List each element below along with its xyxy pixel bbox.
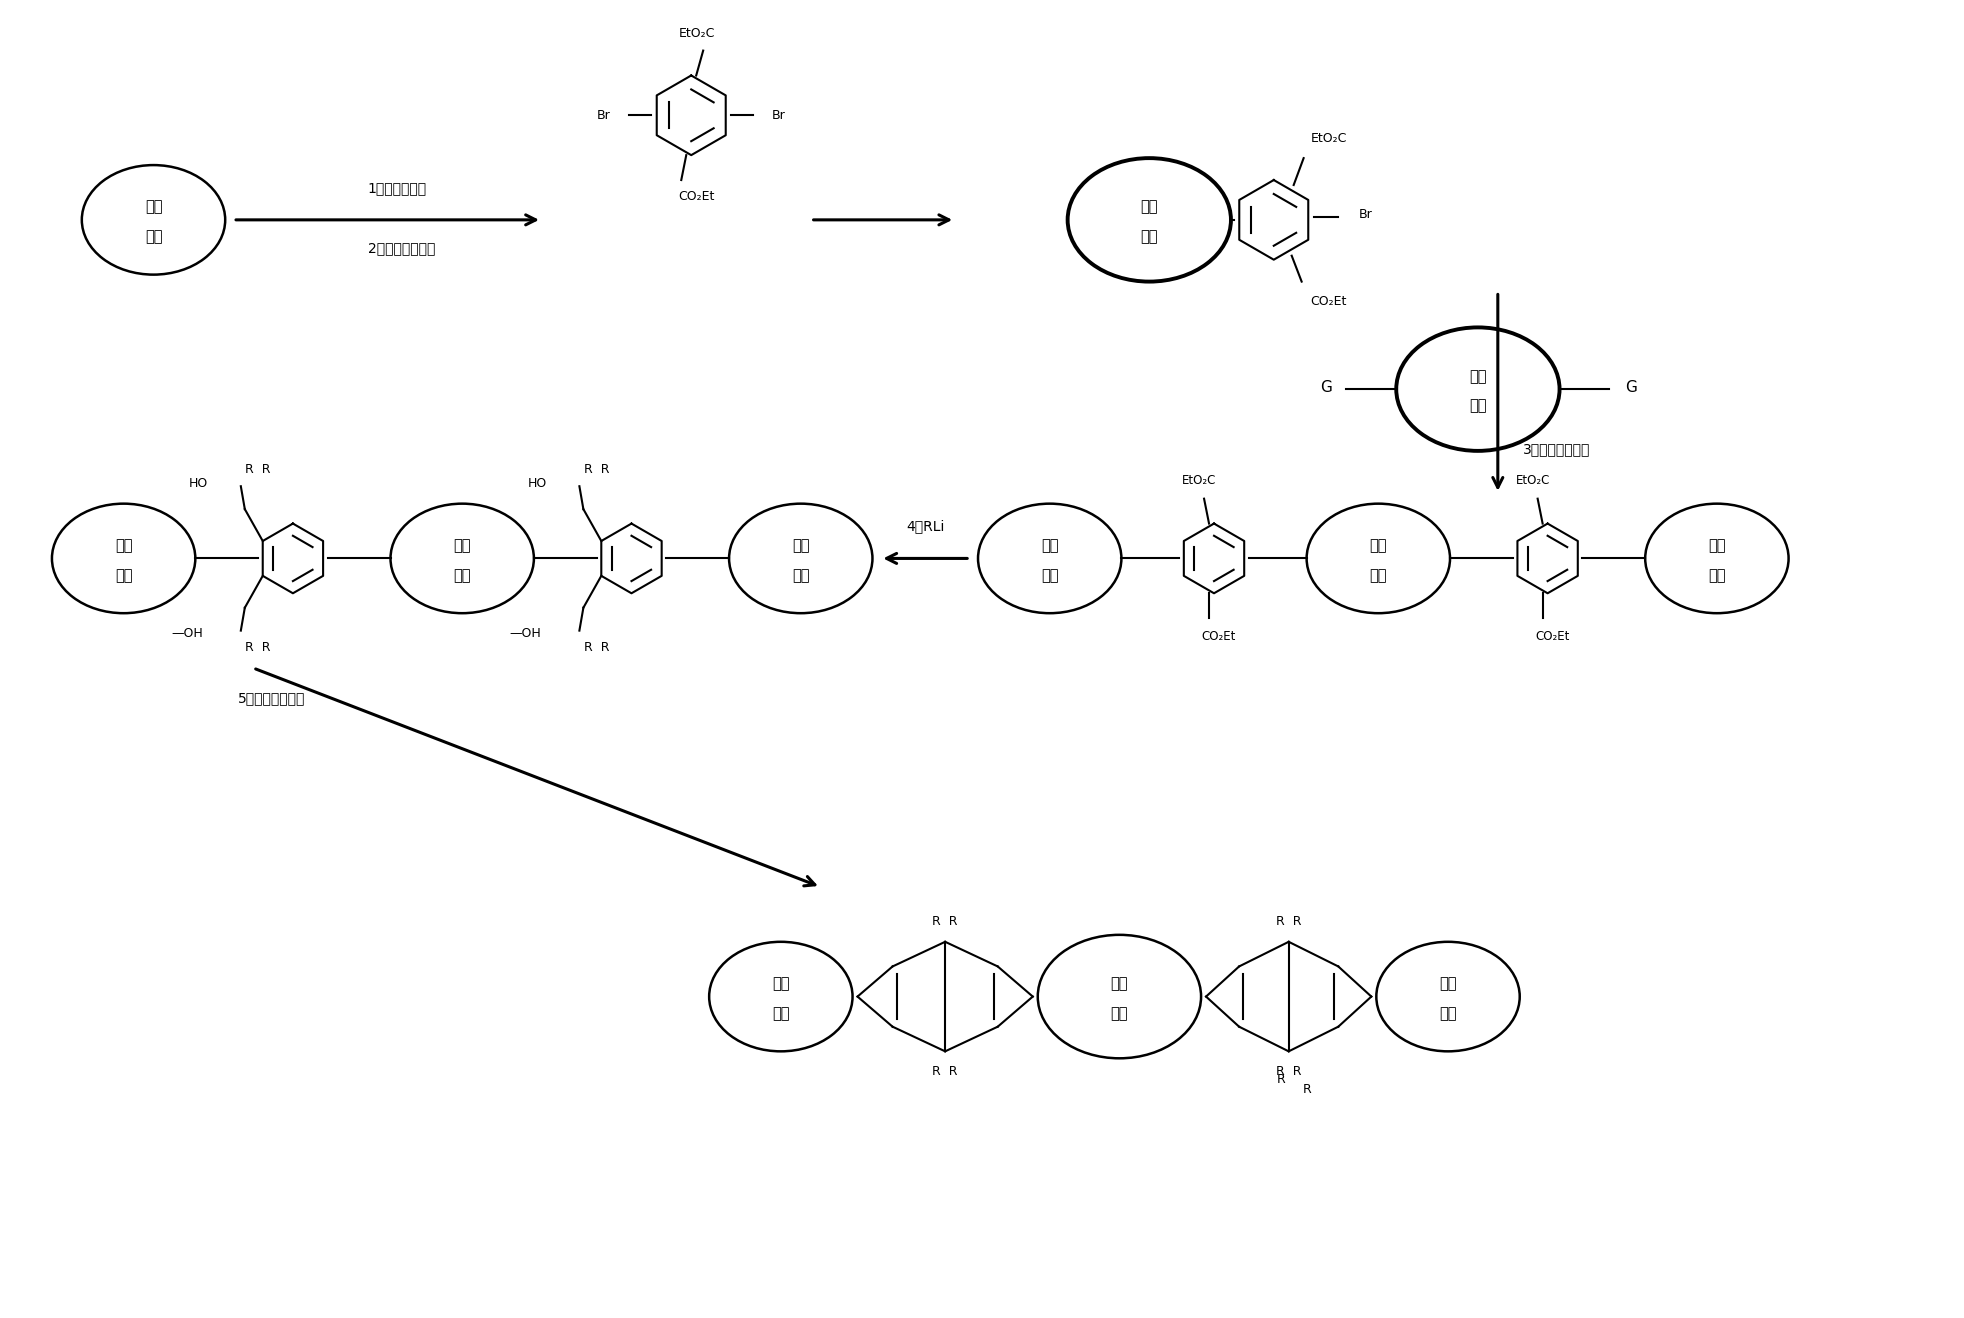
Text: R  R: R R — [933, 1065, 958, 1078]
Text: 末端: 末端 — [1440, 977, 1457, 991]
Text: R  R: R R — [933, 916, 958, 928]
Text: EtO₂C: EtO₂C — [1182, 474, 1216, 488]
Text: R  R: R R — [246, 463, 271, 476]
Text: Br: Br — [1359, 208, 1373, 221]
Text: 芳环: 芳环 — [114, 568, 132, 583]
Text: 芳环: 芳环 — [454, 568, 471, 583]
Text: R  R: R R — [583, 463, 609, 476]
Text: 中间: 中间 — [1112, 977, 1127, 991]
Text: 芳环: 芳环 — [1469, 398, 1487, 414]
Text: 末端: 末端 — [114, 538, 132, 554]
Text: 3）双重交叉偶联: 3）双重交叉偶联 — [1522, 442, 1591, 456]
Text: EtO₂C: EtO₂C — [1516, 474, 1550, 488]
Text: R  R: R R — [1277, 1065, 1302, 1078]
Text: 2）单重交叉偶联: 2）单重交叉偶联 — [367, 241, 434, 254]
Text: 中间: 中间 — [1369, 538, 1387, 554]
Text: 中间: 中间 — [1469, 369, 1487, 384]
Text: CO₂Et: CO₂Et — [1310, 295, 1347, 308]
Text: CO₂Et: CO₂Et — [1202, 630, 1235, 643]
Text: CO₂Et: CO₂Et — [678, 191, 715, 203]
Text: CO₂Et: CO₂Et — [1536, 630, 1569, 643]
Text: 5）酸性四重关环: 5）酸性四重关环 — [238, 691, 306, 705]
Text: EtO₂C: EtO₂C — [1310, 132, 1347, 145]
Text: —OH: —OH — [171, 627, 202, 641]
Text: 芳环: 芳环 — [1112, 1006, 1127, 1021]
Text: HO: HO — [526, 477, 546, 490]
Text: R  R: R R — [1277, 916, 1302, 928]
Text: 芳环: 芳环 — [791, 568, 809, 583]
Text: G: G — [1626, 380, 1638, 394]
Text: 中间: 中间 — [454, 538, 471, 554]
Text: 4）RLi: 4）RLi — [905, 519, 945, 534]
Text: 末端: 末端 — [1141, 199, 1159, 215]
Text: G: G — [1320, 380, 1332, 394]
Text: 1）金属化反应: 1）金属化反应 — [367, 181, 426, 195]
Text: 末端: 末端 — [791, 538, 809, 554]
Text: 末端: 末端 — [1709, 538, 1726, 554]
Text: 芳环: 芳环 — [1709, 568, 1726, 583]
Text: R: R — [1302, 1082, 1312, 1095]
Text: 芳环: 芳环 — [145, 229, 163, 244]
Text: 末端: 末端 — [1041, 538, 1059, 554]
Text: R  R: R R — [583, 641, 609, 654]
Text: 芳环: 芳环 — [1141, 229, 1159, 244]
Text: EtO₂C: EtO₂C — [680, 28, 715, 40]
Text: Br: Br — [597, 109, 611, 121]
Text: 芳环: 芳环 — [772, 1006, 790, 1021]
Text: 芳环: 芳环 — [1041, 568, 1059, 583]
Text: 末端: 末端 — [772, 977, 790, 991]
Text: 末端: 末端 — [145, 199, 163, 215]
Text: Br: Br — [772, 109, 786, 121]
Text: HO: HO — [189, 477, 208, 490]
Text: 芳环: 芳环 — [1440, 1006, 1457, 1021]
Text: R  R: R R — [246, 641, 271, 654]
Text: R: R — [1277, 1073, 1284, 1086]
Text: —OH: —OH — [511, 627, 542, 641]
Text: 芳环: 芳环 — [1369, 568, 1387, 583]
